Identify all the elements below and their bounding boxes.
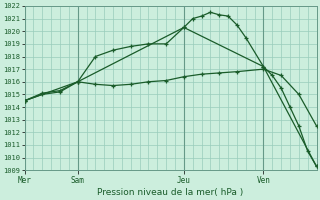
- X-axis label: Pression niveau de la mer( hPa ): Pression niveau de la mer( hPa ): [98, 188, 244, 197]
